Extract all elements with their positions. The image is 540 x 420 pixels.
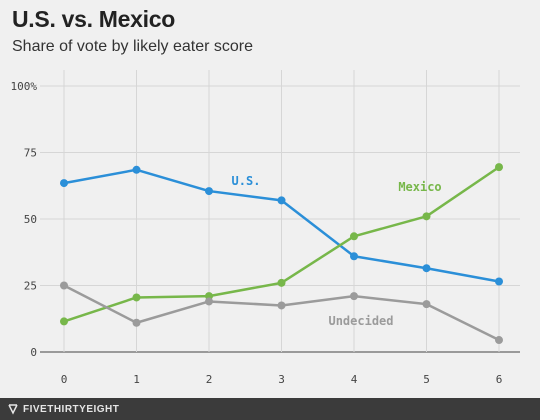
data-point-u-s: [277, 196, 286, 205]
series-label-mexico: Mexico: [398, 180, 441, 194]
x-tick-label: 0: [61, 373, 68, 386]
footer-brand: FIVETHIRTYEIGHT: [23, 403, 120, 415]
x-axis-ticks: 0 1 2 3 4 5 6: [61, 373, 503, 386]
data-point-u-s: [60, 179, 68, 188]
series-points: [60, 163, 503, 345]
chart-subtitle: Share of vote by likely eater score: [12, 38, 254, 55]
x-tick-label: 1: [133, 373, 140, 386]
data-point-undecided: [495, 336, 503, 345]
x-tick-label: 5: [423, 373, 430, 386]
data-point-undecided: [205, 297, 213, 306]
data-point-undecided: [350, 292, 358, 301]
x-tick-label: 3: [278, 373, 285, 386]
series-labels: U.S. Mexico Undecided: [232, 174, 442, 328]
data-point-undecided: [132, 318, 141, 327]
data-point-mexico: [350, 232, 358, 241]
data-point-mexico: [132, 293, 141, 302]
chart-title: U.S. vs. Mexico: [12, 6, 175, 32]
y-axis-ticks: 0 25 50 75 100%: [11, 80, 38, 359]
footer-bar: FIVETHIRTYEIGHT: [0, 398, 540, 420]
data-point-u-s: [132, 165, 141, 174]
x-tick-label: 4: [351, 373, 358, 386]
y-tick-label: 0: [30, 346, 37, 359]
data-point-undecided: [277, 301, 286, 310]
y-tick-label: 25: [24, 280, 37, 293]
data-point-undecided: [422, 300, 431, 309]
fivethirtyeight-logo-icon: [8, 404, 18, 415]
series-label-undecided: Undecided: [328, 314, 393, 328]
data-point-u-s: [205, 187, 213, 196]
data-point-mexico: [60, 317, 68, 326]
y-tick-label: 50: [24, 213, 37, 226]
line-chart: 0 25 50 75 100% 0 1 2 3 4 5 6 U.S. Mexico Undecided: [11, 70, 520, 386]
x-tick-label: 6: [496, 373, 503, 386]
x-tick-label: 2: [206, 373, 213, 386]
data-point-undecided: [60, 281, 68, 290]
data-point-u-s: [495, 277, 503, 286]
data-point-u-s: [422, 264, 431, 273]
series-label-u-s: U.S.: [232, 174, 261, 188]
data-point-u-s: [350, 252, 358, 261]
data-point-mexico: [422, 212, 431, 221]
y-tick-label: 100%: [11, 80, 38, 93]
y-tick-label: 75: [24, 147, 37, 160]
data-point-mexico: [495, 163, 503, 172]
data-point-mexico: [277, 278, 286, 287]
